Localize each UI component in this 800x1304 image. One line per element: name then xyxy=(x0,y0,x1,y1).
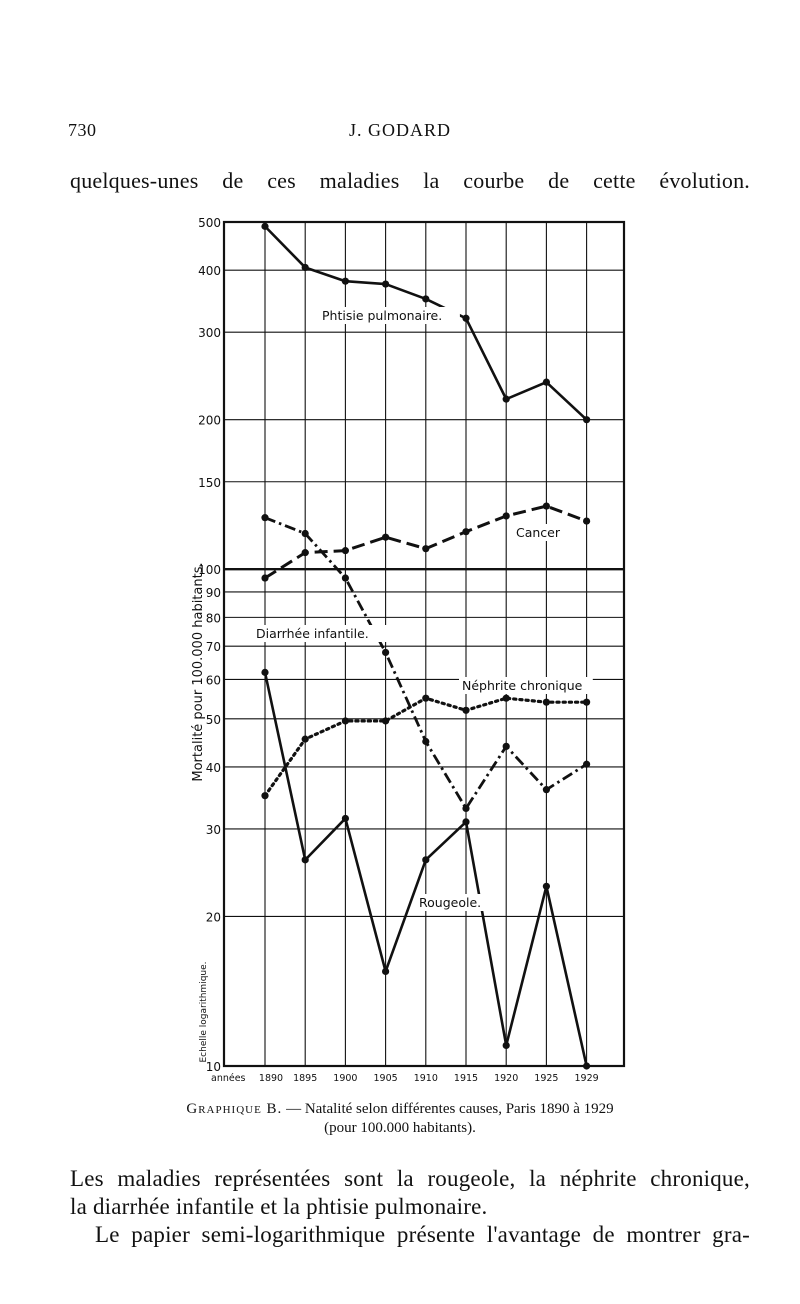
paragraph-line-1: Les maladies représentées sont la rougeo… xyxy=(70,1166,750,1191)
paragraph-line-2: la diarrhée infantile et la phtisie pulm… xyxy=(70,1194,488,1219)
series-label-bg-0 xyxy=(319,307,460,324)
data-point-s3-1920 xyxy=(502,694,510,702)
x-tick-label-1895: 1895 xyxy=(293,1073,317,1084)
data-point-s2-1895 xyxy=(301,529,309,538)
series-label-3: Néphrite chronique xyxy=(462,678,583,693)
y-tick-label-10: 10 xyxy=(206,1060,221,1074)
data-point-s4-1890 xyxy=(261,668,269,676)
series-label-1: Cancer xyxy=(516,525,561,540)
data-point-s3-1900 xyxy=(341,717,349,725)
series-label-2: Diarrhée infantile. xyxy=(256,626,369,641)
x-tick-label-1920: 1920 xyxy=(494,1073,518,1084)
series-label-bg-4 xyxy=(416,894,486,911)
chart: 10 20 30 40 50 60 70 80 90 100 150 200 300 400 500 1890… xyxy=(191,216,626,1084)
series-label-bg-2 xyxy=(253,625,394,642)
series-label-bg-1 xyxy=(513,524,562,541)
y-tick-label-80: 80 xyxy=(206,611,221,625)
data-point-s2-1929 xyxy=(583,760,591,768)
y-tick-label-100: 100 xyxy=(198,563,221,577)
data-point-s0-1895 xyxy=(301,263,309,272)
data-point-s3-1890 xyxy=(261,792,269,800)
data-point-s2-1910 xyxy=(422,737,430,746)
series-label-4: Rougeole. xyxy=(419,895,481,910)
data-point-s0-1905 xyxy=(382,280,390,288)
chart-markers xyxy=(261,222,591,1070)
x-axis-prefix: années xyxy=(211,1073,246,1084)
data-point-s1-1890 xyxy=(261,574,269,582)
data-point-s1-1915 xyxy=(462,528,470,536)
data-point-s2-1925 xyxy=(542,786,551,794)
data-point-s0-1929 xyxy=(583,416,591,424)
y-tick-label-60: 60 xyxy=(206,673,221,687)
y-tick-label-70: 70 xyxy=(206,640,221,654)
data-point-s3-1929 xyxy=(583,698,591,706)
plot-frame xyxy=(222,220,626,1068)
x-tick-label-1900: 1900 xyxy=(333,1073,357,1084)
data-point-s0-1920 xyxy=(502,395,510,403)
data-point-s1-1900 xyxy=(341,547,349,555)
data-point-s3-1910 xyxy=(422,694,430,702)
data-point-s2-1900 xyxy=(341,574,349,582)
data-point-s1-1905 xyxy=(382,533,390,541)
y-tick-label-20: 20 xyxy=(206,910,221,924)
series-label-bg-3 xyxy=(459,677,593,694)
data-point-s4-1929 xyxy=(583,1062,591,1070)
y-tick-label-400: 400 xyxy=(198,264,221,278)
y-tick-label-300: 300 xyxy=(198,326,221,340)
data-point-s0-1900 xyxy=(341,277,349,285)
y-tick-label-50: 50 xyxy=(206,713,221,727)
data-point-s1-1910 xyxy=(422,545,430,553)
data-point-s1-1920 xyxy=(502,512,510,520)
scale-note: Echelle logarithmique. xyxy=(199,961,209,1062)
intro-text-line: quelques-unes de ces maladies la courbe … xyxy=(70,168,750,193)
data-point-s4-1910 xyxy=(422,856,430,864)
data-point-s4-1920 xyxy=(502,1041,510,1050)
x-tick-label-1890: 1890 xyxy=(259,1073,283,1084)
data-point-s2-1920 xyxy=(502,742,510,750)
data-point-s0-1910 xyxy=(422,295,430,303)
data-point-s3-1895 xyxy=(301,735,309,743)
data-point-s0-1915 xyxy=(462,314,470,322)
data-point-s1-1895 xyxy=(301,549,309,557)
caption-subtext: (pour 100.000 habitants). xyxy=(324,1120,476,1136)
running-title: J. GODARD xyxy=(348,120,451,140)
x-tick-label-1929: 1929 xyxy=(575,1073,599,1084)
x-tick-label-1905: 1905 xyxy=(374,1073,398,1084)
data-point-s4-1915 xyxy=(462,818,470,826)
data-point-s3-1905 xyxy=(382,717,390,725)
y-tick-label-200: 200 xyxy=(198,414,221,428)
x-tick-label-1925: 1925 xyxy=(534,1073,558,1084)
chart-ticks: 10 20 30 40 50 60 70 80 90 100 150 200 300 400 500 1890… xyxy=(198,216,599,1084)
chart-labels: Mortalité pour 100.000 habitants. Echelle… xyxy=(191,307,593,1063)
y-axis-label: Mortalité pour 100.000 habitants. xyxy=(191,562,206,781)
data-point-s0-1890 xyxy=(261,222,269,230)
data-point-s2-1915 xyxy=(462,804,470,813)
y-tick-label-90: 90 xyxy=(206,586,221,600)
data-point-s0-1925 xyxy=(542,378,551,386)
caption-label: Graphique B. xyxy=(186,1101,283,1117)
data-point-s4-1895 xyxy=(301,856,309,864)
y-tick-label-40: 40 xyxy=(206,761,221,775)
series-label-0: Phtisie pulmonaire. xyxy=(322,308,442,323)
figure-caption: Graphique B. — Natalité selon différente… xyxy=(0,1100,800,1138)
data-point-s2-1905 xyxy=(382,648,390,657)
paragraph-line-3: Le papier semi-logarithmique présente l'… xyxy=(95,1222,750,1247)
chart-grid xyxy=(222,220,626,1068)
data-point-s2-1890 xyxy=(261,514,269,522)
data-point-s4-1925 xyxy=(542,882,551,890)
data-point-s4-1900 xyxy=(341,814,349,823)
x-tick-label-1910: 1910 xyxy=(414,1073,438,1084)
page-number: 730 xyxy=(68,120,97,140)
caption-text: — Natalité selon différentes causes, Par… xyxy=(282,1101,614,1117)
y-tick-label-150: 150 xyxy=(198,476,221,490)
data-point-s3-1925 xyxy=(542,698,551,706)
y-tick-label-500: 500 xyxy=(198,216,221,230)
y-tick-label-30: 30 xyxy=(206,823,221,837)
data-point-s1-1929 xyxy=(583,517,591,525)
data-point-s3-1915 xyxy=(462,706,470,714)
x-tick-label-1915: 1915 xyxy=(454,1073,478,1084)
data-point-s4-1905 xyxy=(382,967,390,976)
data-point-s1-1925 xyxy=(542,502,551,510)
